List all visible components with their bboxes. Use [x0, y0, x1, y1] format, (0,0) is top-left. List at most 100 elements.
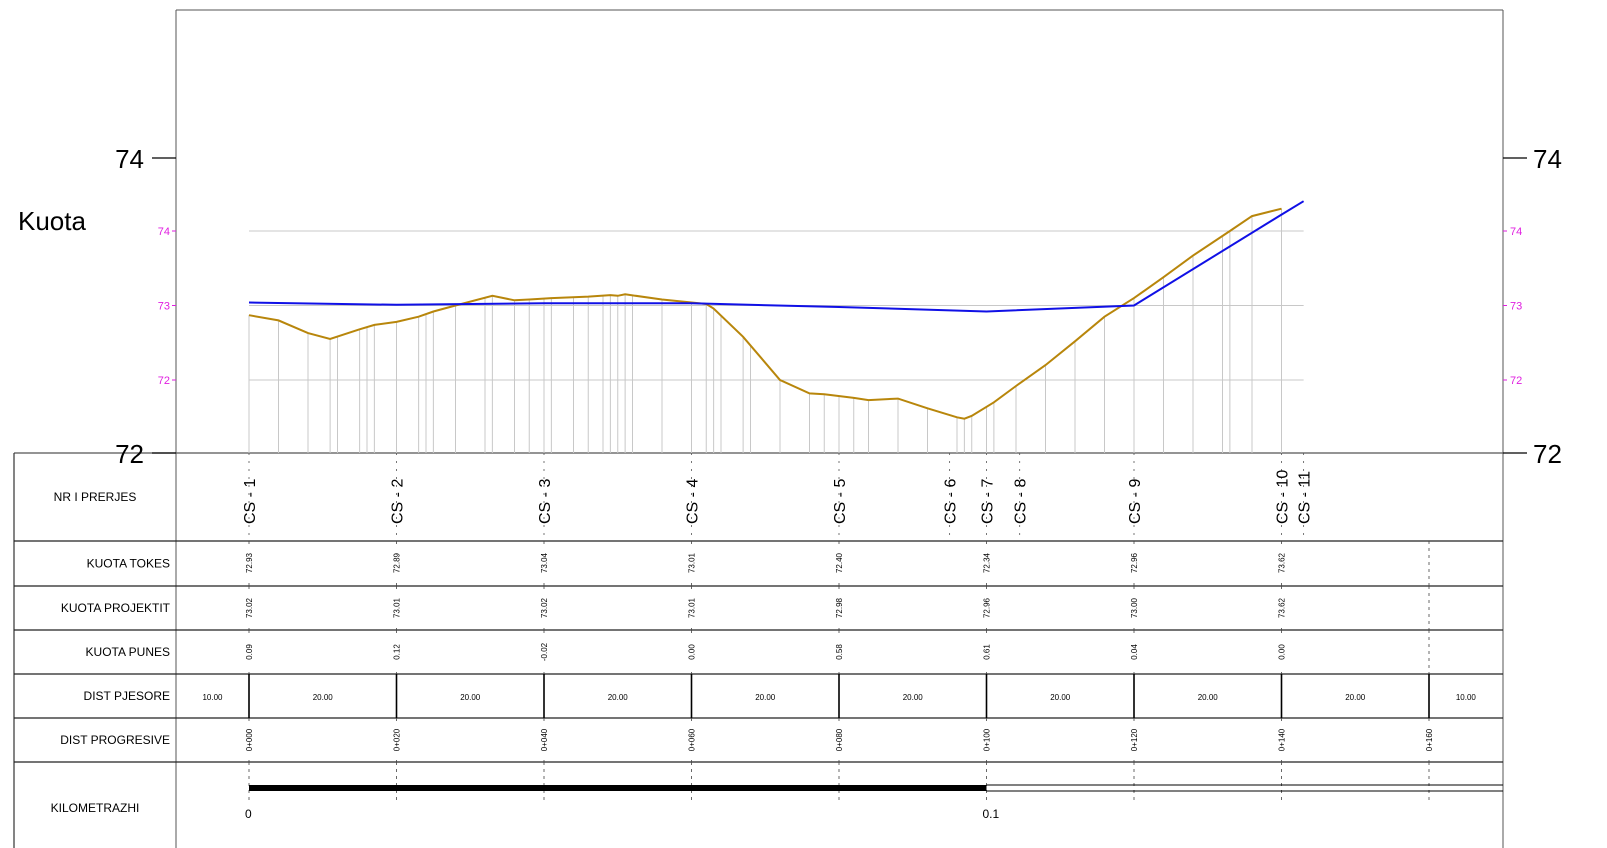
km-label: 0.1	[983, 807, 1000, 821]
section-label: CS - 2	[390, 479, 407, 524]
minor-tick-label-right: 73	[1510, 301, 1522, 313]
minor-tick-label-left: 74	[158, 226, 170, 238]
value-background	[243, 722, 255, 758]
value-background	[1275, 590, 1288, 626]
value-background	[243, 545, 255, 581]
section-label: CS - 3	[537, 479, 554, 524]
value-work: 0.09	[245, 644, 254, 660]
value-ground: 72.96	[1130, 552, 1139, 573]
grid-layer	[248, 208, 1304, 453]
partial-distance-label: 10.00	[202, 693, 223, 702]
partial-distance-label: 10.00	[1456, 693, 1477, 702]
value-work: 0.12	[393, 644, 402, 660]
minor-tick-label-left: 73	[158, 301, 170, 313]
partial-distance-label: 20.00	[755, 693, 776, 702]
value-chain: 0+000	[245, 728, 254, 751]
row-label-design: KUOTA PROJEKTIT	[61, 601, 171, 615]
value-background	[1275, 722, 1288, 758]
row-label-sections: NR I PRERJES	[54, 490, 137, 504]
value-work: 0.04	[1130, 644, 1139, 660]
value-background	[833, 722, 845, 758]
y-axis-label: Kuota	[18, 206, 86, 236]
section-label: CS - 9	[1127, 479, 1144, 524]
value-background	[538, 722, 550, 758]
section-label: CS - 8	[1013, 479, 1030, 524]
partial-distance-label: 20.00	[1050, 693, 1071, 702]
section-label: CS - 6	[943, 479, 960, 524]
value-chain: 0+080	[835, 728, 844, 751]
value-ground: 72.93	[245, 552, 254, 573]
section-label: CS - 4	[685, 479, 702, 524]
value-ground: 72.89	[393, 552, 402, 573]
value-background	[1128, 590, 1140, 626]
value-background	[980, 545, 993, 581]
value-background	[1275, 545, 1288, 581]
value-work: 0.61	[983, 644, 992, 660]
partial-distance-label: 20.00	[1345, 693, 1366, 702]
row-label-dist: DIST PJESORE	[84, 689, 170, 703]
section-label: CS - 5	[832, 479, 849, 524]
value-work: 0.00	[688, 644, 697, 660]
partial-distance-label: 20.00	[460, 693, 481, 702]
data-table: NR I PRERJES KUOTA TOKES KUOTA PROJEKTIT KU…	[14, 453, 1503, 821]
value-chain: 0+020	[393, 728, 402, 751]
value-background	[538, 545, 550, 581]
partial-distance-label: 20.00	[313, 693, 334, 702]
value-background	[243, 634, 255, 670]
value-background	[538, 590, 550, 626]
profile-layer	[248, 200, 1305, 420]
major-tick-label-right: 72	[1533, 439, 1562, 469]
value-design: 72.96	[983, 597, 992, 618]
value-background	[390, 545, 403, 581]
value-design: 73.01	[393, 597, 402, 618]
km-label: 0	[245, 807, 252, 821]
row-label-km: KILOMETRAZHI	[51, 801, 140, 815]
value-work: 0.00	[1278, 644, 1287, 660]
value-chain: 0+060	[688, 728, 697, 751]
value-design: 72.98	[835, 597, 844, 618]
value-background	[685, 545, 698, 581]
value-background	[833, 634, 845, 670]
value-background	[390, 634, 403, 670]
value-background	[980, 722, 993, 758]
value-background	[833, 545, 845, 581]
value-background	[1128, 722, 1140, 758]
value-chain: 0+100	[983, 728, 992, 751]
value-chain: 0+160	[1425, 728, 1434, 751]
value-design: 73.00	[1130, 597, 1139, 618]
major-tick-label-left: 74	[115, 144, 144, 174]
value-work: -0.02	[540, 642, 549, 661]
major-tick-label-right: 74	[1533, 144, 1562, 174]
value-chain: 0+040	[540, 728, 549, 751]
terrain-profile-line	[248, 207, 1282, 420]
design-profile-line	[248, 200, 1305, 313]
section-label: CS - 7	[980, 479, 997, 524]
value-background	[980, 590, 993, 626]
value-background	[538, 634, 550, 670]
value-design: 73.01	[688, 597, 697, 618]
value-chain: 0+120	[1130, 728, 1139, 751]
value-ground: 73.04	[540, 552, 549, 573]
row-label-ground: KUOTA TOKES	[87, 557, 170, 571]
value-work: 0.58	[835, 644, 844, 660]
value-design: 73.02	[245, 597, 254, 618]
value-background	[685, 590, 698, 626]
axis-layer: 74 74 72 72 74 74 73 73 72 72	[115, 144, 1562, 469]
partial-distance-label: 20.00	[1198, 693, 1219, 702]
value-design: 73.62	[1278, 597, 1287, 618]
value-background	[980, 634, 993, 670]
major-tick-label-left: 72	[115, 439, 144, 469]
value-background	[1128, 634, 1140, 670]
section-label: CS - 1	[242, 479, 259, 524]
value-background	[1275, 634, 1288, 670]
value-background	[243, 590, 255, 626]
value-chain: 0+140	[1278, 728, 1287, 751]
value-design: 73.02	[540, 597, 549, 618]
value-background	[390, 722, 403, 758]
minor-tick-label-right: 72	[1510, 375, 1522, 387]
value-background	[685, 722, 698, 758]
value-background	[833, 590, 845, 626]
value-ground: 72.40	[835, 552, 844, 573]
value-background	[390, 590, 403, 626]
